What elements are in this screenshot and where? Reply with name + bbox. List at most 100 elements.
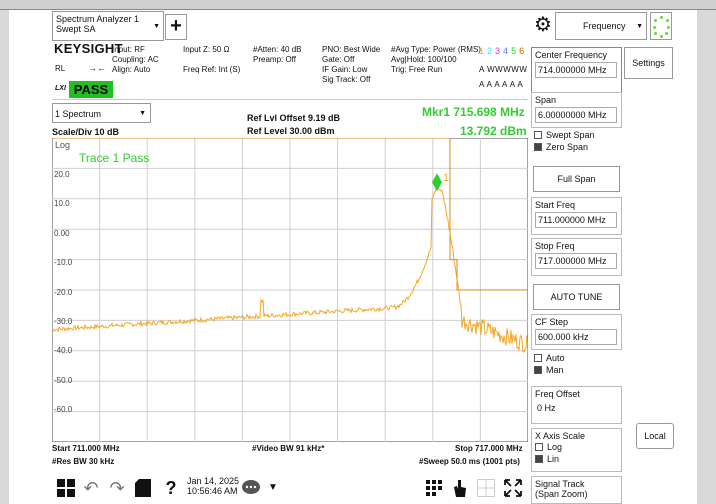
mode-name: Spectrum Analyzer 1 (56, 14, 140, 24)
date-time: Jan 14, 2025 10:56:46 AM (187, 476, 239, 496)
sweep-time[interactable]: #Sweep 50.0 ms (1001 pts) (419, 457, 520, 466)
window-frame-right (697, 10, 716, 504)
mode-selector[interactable]: Spectrum Analyzer 1 Swept SA ▼ (52, 11, 164, 41)
menu-label: Frequency (583, 21, 626, 31)
touch-icon[interactable] (449, 476, 471, 500)
stop-freq-value[interactable]: 717.000000 MHz (535, 253, 617, 269)
measurement-name: Swept SA (56, 24, 96, 34)
gate-value: Gate: Off (322, 55, 355, 64)
local-button[interactable]: Local (636, 423, 674, 449)
time: 10:56:46 AM (187, 486, 238, 496)
x-lin-option[interactable]: Lin (532, 453, 621, 465)
fullscreen-icon[interactable] (502, 476, 524, 500)
cf-step-control[interactable]: CF Step 600.000 kHz (531, 314, 622, 350)
trace-2-digit: 2 (487, 46, 494, 56)
avg-settings[interactable]: #Avg Type: Power (RMS) Avg|Hold: 100/100… (391, 45, 481, 75)
y-tick-label: -50.0 (54, 376, 73, 385)
rl-arrow-icon: →← (88, 63, 106, 73)
freq-offset-value[interactable]: 0 Hz (535, 401, 617, 415)
auto-tune-button[interactable]: AUTO TUNE (533, 284, 620, 310)
marker-1-label: 1 (443, 172, 449, 184)
span-control[interactable]: Span 6.00000000 MHz (531, 92, 622, 128)
radio-icon (534, 131, 542, 139)
cf-step-value[interactable]: 600.000 kHz (535, 329, 617, 345)
span-mode-radio[interactable]: Swept Span Zero Span (531, 129, 622, 159)
y-tick-label: -30.0 (54, 317, 73, 326)
trace-detectors: A A A A A A (479, 80, 524, 89)
span-zoom-label: (Span Zoom) (535, 489, 588, 499)
center-frequency-control[interactable]: Center Frequency 714.000000 MHz (531, 47, 622, 95)
radio-icon (535, 443, 543, 451)
x-axis-scale-control[interactable]: X Axis Scale Log Lin (531, 428, 622, 472)
span-value[interactable]: 6.00000000 MHz (535, 107, 617, 123)
y-tick-label: -10.0 (54, 258, 73, 267)
avg-hold-value: Avg|Hold: 100/100 (391, 55, 457, 64)
settings-button[interactable]: Settings (624, 47, 673, 79)
y-tick-label: -60.0 (54, 405, 73, 414)
man-label: Man (546, 365, 564, 375)
swept-span-option[interactable]: Swept Span (531, 129, 622, 141)
auto-label: Auto (546, 353, 565, 363)
trace-6-digit: 6 (519, 46, 526, 56)
spectrum-plot[interactable]: 1 Log Trace 1 Pass (52, 138, 528, 442)
chat-icon[interactable] (240, 476, 262, 500)
start-freq-control[interactable]: Start Freq 711.000000 MHz (531, 197, 622, 235)
span-label: Span (535, 95, 557, 105)
input-settings[interactable]: Input: RF Coupling: AC Align: Auto (112, 45, 159, 75)
taskbar (52, 472, 528, 504)
window-frame-left (0, 10, 9, 504)
window-frame-top (0, 0, 716, 10)
pno-settings[interactable]: PNO: Best Wide Gate: Off IF Gain: Low Si… (322, 45, 380, 85)
trace-5-digit: 5 (511, 46, 518, 56)
input-value: Input: RF (112, 45, 145, 54)
zero-span-option[interactable]: Zero Span (531, 141, 622, 153)
brand-logo: KEYSIGHT (54, 41, 123, 56)
cf-step-mode-radio[interactable]: Auto Man (531, 352, 622, 380)
trace-status: Trace 1 Pass (79, 151, 149, 165)
x-log-label: Log (547, 442, 563, 452)
full-span-button[interactable]: Full Span (533, 166, 620, 192)
if-gain-value: IF Gain: Low (322, 65, 368, 74)
keypad-icon[interactable] (423, 476, 445, 500)
undo-icon[interactable]: ↶ (83, 478, 99, 498)
radio-icon (534, 143, 542, 151)
file-icon[interactable] (132, 476, 154, 500)
freq-offset-control[interactable]: Freq Offset 0 Hz (531, 386, 622, 424)
spectrum-selector[interactable]: 1 Spectrum ▼ (52, 103, 151, 123)
swept-span-label: Swept Span (546, 130, 595, 140)
stop-freq-control[interactable]: Stop Freq 717.000000 MHz (531, 238, 622, 276)
sweep-status-icon[interactable] (650, 12, 672, 40)
status-panel: KEYSIGHT RL →← LXI PASS Input: RF Coupli… (52, 42, 528, 100)
video-bw[interactable]: #Video BW 91 kHz* (252, 444, 325, 453)
input-z-settings[interactable]: Input Z: 50 Ω Freq Ref: Int (S) (183, 45, 240, 75)
y-tick-label: 20.0 (54, 170, 70, 179)
menu-selector[interactable]: Frequency ▼ (555, 12, 647, 40)
add-screen-button[interactable]: + (165, 14, 187, 40)
sig-track-value: Sig Track: Off (322, 75, 371, 84)
res-bw[interactable]: #Res BW 30 kHz (52, 457, 115, 466)
input-z-value: Input Z: 50 Ω (183, 45, 230, 54)
start-freq-label: Start Freq (535, 200, 576, 210)
gear-icon[interactable]: ⚙ (534, 14, 552, 36)
chat-dropdown-icon[interactable]: ▼ (268, 482, 278, 493)
redo-icon[interactable]: ↷ (109, 478, 125, 498)
windows-icon[interactable] (55, 476, 77, 500)
dropdown-arrow-icon: ▼ (636, 23, 643, 30)
x-lin-label: Lin (547, 454, 560, 464)
man-option[interactable]: Man (531, 364, 622, 376)
atten-settings[interactable]: #Atten: 40 dB Preamp: Off (253, 45, 301, 65)
center-frequency-value[interactable]: 714.000000 MHz (535, 62, 617, 78)
auto-option[interactable]: Auto (531, 352, 622, 364)
start-freq-value[interactable]: 711.000000 MHz (535, 212, 617, 228)
preamp-value: Preamp: Off (253, 55, 296, 64)
x-log-option[interactable]: Log (532, 441, 621, 453)
window-layout-icon[interactable] (475, 476, 497, 500)
y-tick-label: 0.00 (54, 229, 70, 238)
lxi-label: LXI (55, 85, 66, 92)
coupling-value: Coupling: AC (112, 55, 159, 64)
stop-frequency: Stop 717.000 MHz (455, 444, 523, 453)
help-icon[interactable]: ? (165, 478, 177, 498)
signal-track-control[interactable]: Signal Track (Span Zoom) (531, 476, 622, 504)
signal-track-label: Signal Track (535, 479, 585, 489)
